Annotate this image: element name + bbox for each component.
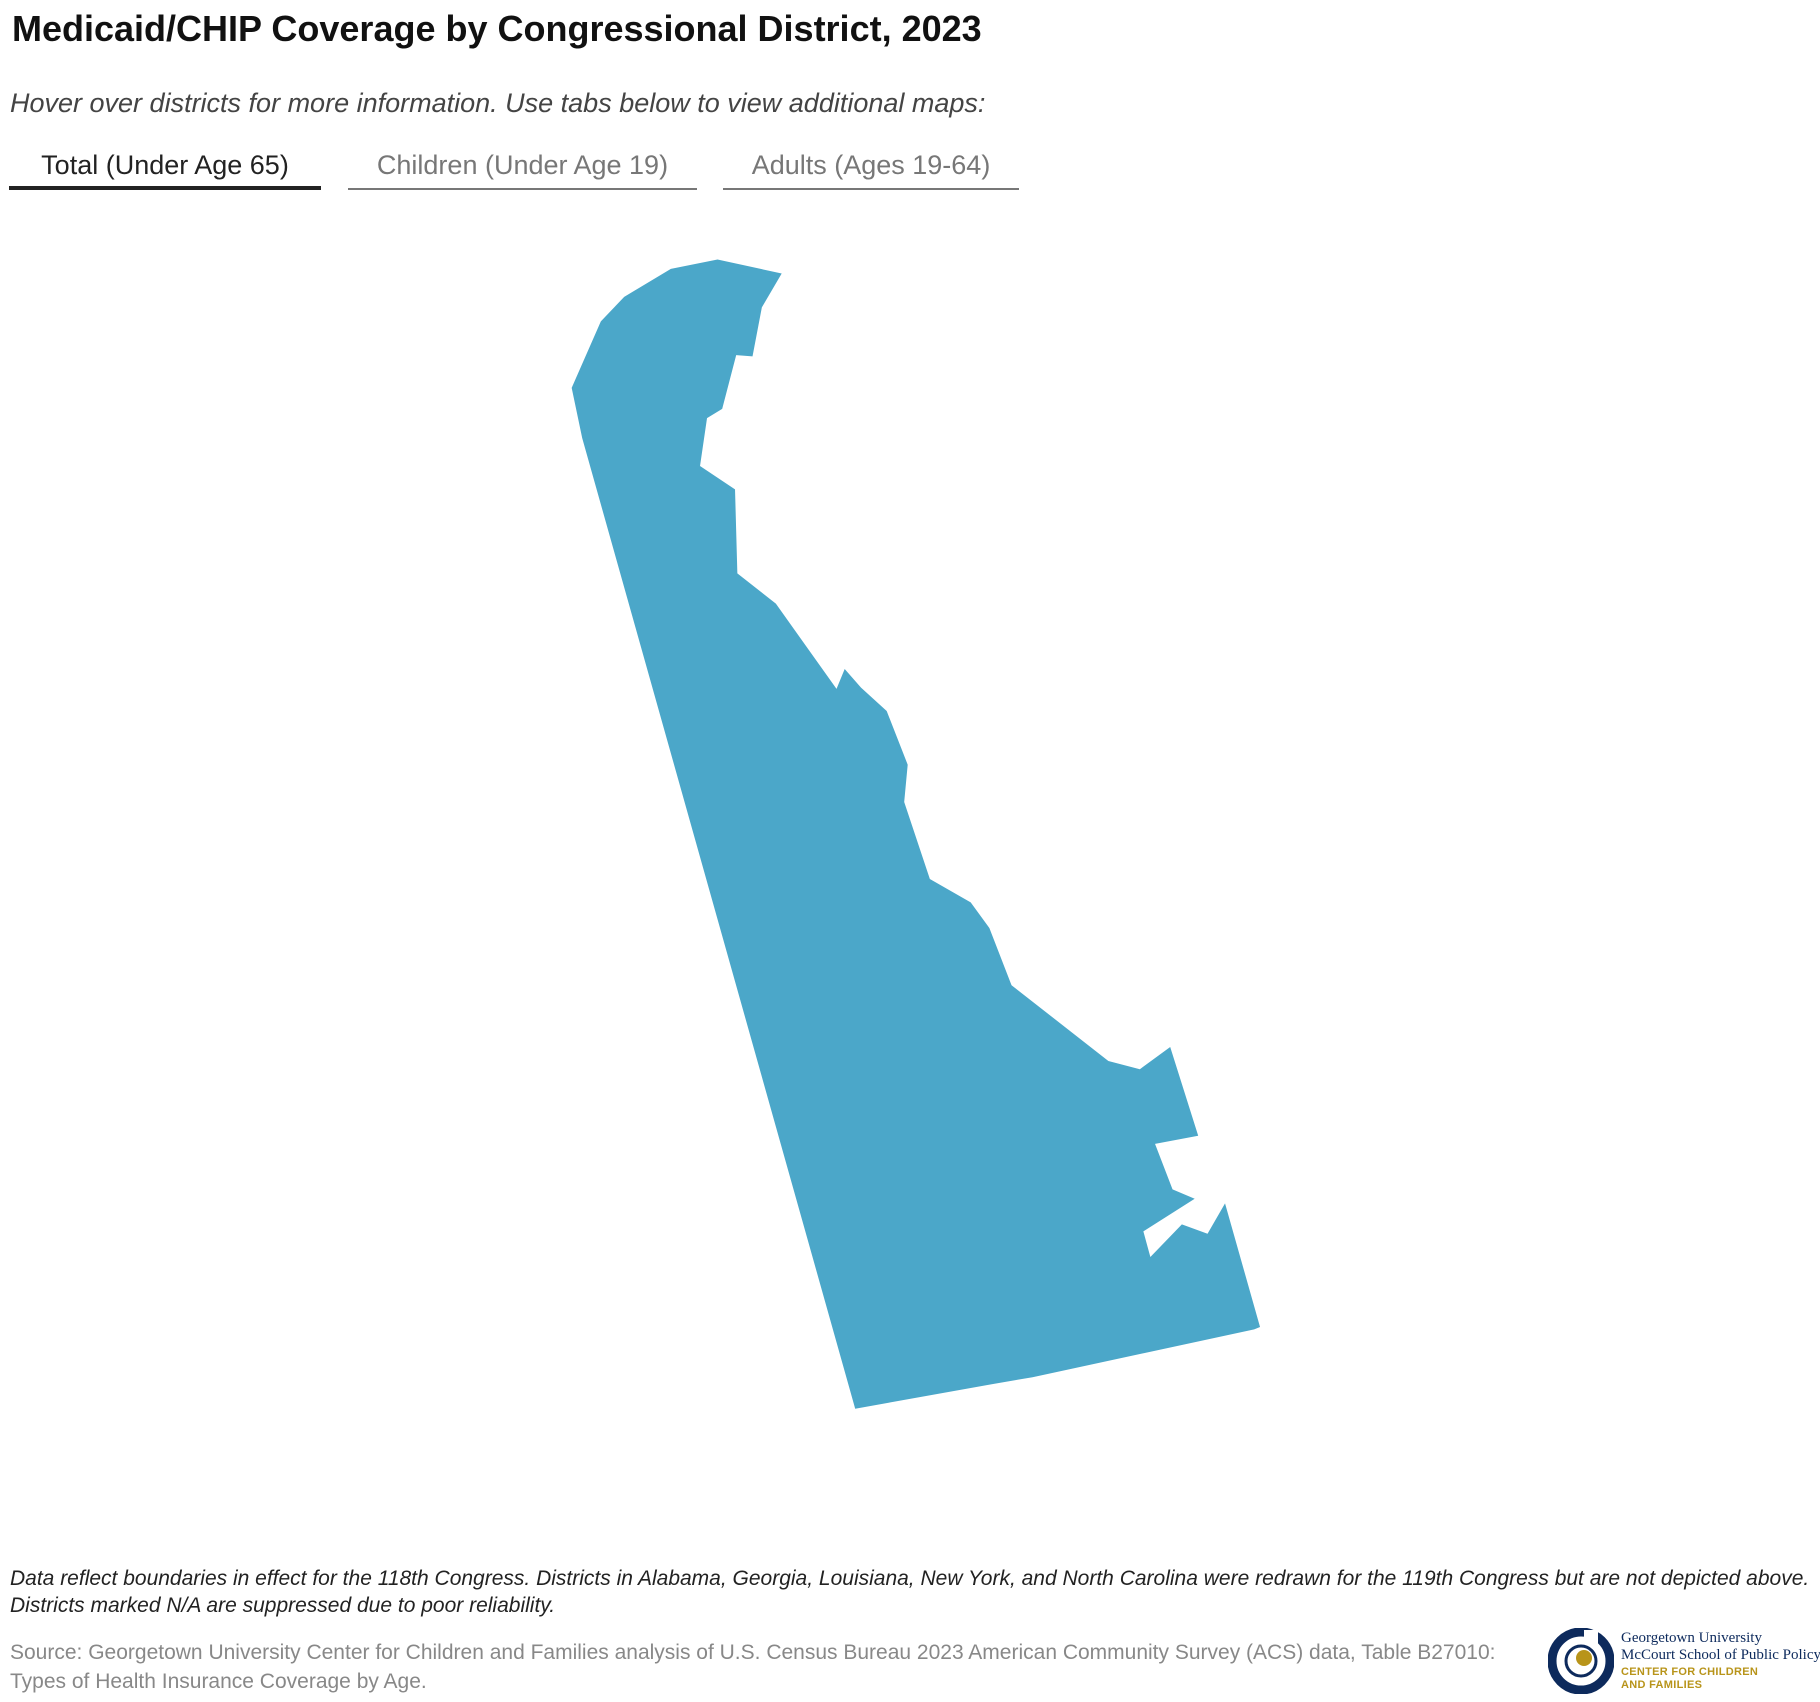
logo-text: McCourt School of Public Policy bbox=[1621, 1647, 1820, 1663]
tab[interactable]: Total (Under Age 65) bbox=[9, 148, 321, 190]
district[interactable] bbox=[571, 259, 1261, 1409]
subtitle: Hover over districts for more informatio… bbox=[10, 88, 986, 118]
map bbox=[571, 259, 1261, 1409]
title: Medicaid/CHIP Coverage by Congressional … bbox=[12, 8, 982, 49]
logo: Georgetown University McCourt School of … bbox=[1548, 1628, 1820, 1694]
logo-mark bbox=[1548, 1628, 1614, 1694]
logo-text: Georgetown University bbox=[1621, 1630, 1762, 1646]
source: Source: Georgetown University Center for… bbox=[10, 1641, 1496, 1693]
tab[interactable]: Adults (Ages 19-64) bbox=[723, 148, 1019, 190]
tab[interactable]: Children (Under Age 19) bbox=[348, 148, 697, 190]
logo-text: AND FAMILIES bbox=[1621, 1679, 1703, 1691]
logo-text: CENTER FOR CHILDREN bbox=[1621, 1666, 1759, 1678]
footnote: Data reflect boundaries in effect for th… bbox=[10, 1567, 1810, 1617]
